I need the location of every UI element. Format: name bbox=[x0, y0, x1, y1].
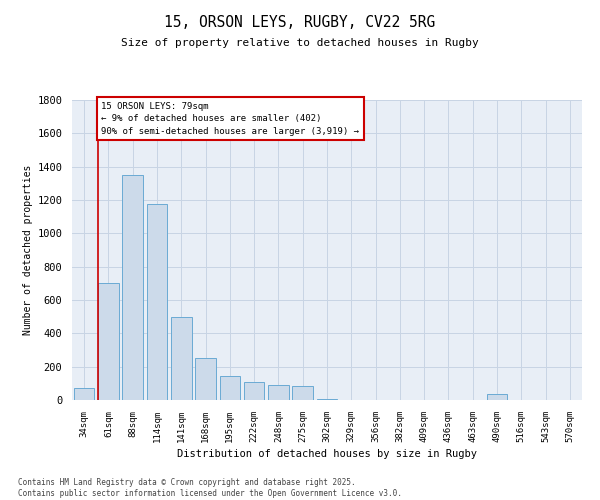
Text: 15 ORSON LEYS: 79sqm
← 9% of detached houses are smaller (402)
90% of semi-detac: 15 ORSON LEYS: 79sqm ← 9% of detached ho… bbox=[101, 102, 359, 136]
Bar bbox=[171, 316, 191, 400]
Bar bbox=[244, 382, 265, 400]
Bar bbox=[317, 399, 337, 400]
Bar bbox=[292, 386, 313, 400]
Text: 15, ORSON LEYS, RUGBY, CV22 5RG: 15, ORSON LEYS, RUGBY, CV22 5RG bbox=[164, 15, 436, 30]
Y-axis label: Number of detached properties: Number of detached properties bbox=[23, 165, 33, 335]
Bar bbox=[195, 358, 216, 400]
X-axis label: Distribution of detached houses by size in Rugby: Distribution of detached houses by size … bbox=[177, 449, 477, 459]
Bar bbox=[98, 284, 119, 400]
Bar bbox=[487, 394, 508, 400]
Bar bbox=[74, 388, 94, 400]
Bar bbox=[268, 385, 289, 400]
Bar bbox=[146, 204, 167, 400]
Bar bbox=[122, 175, 143, 400]
Bar bbox=[220, 376, 240, 400]
Text: Contains HM Land Registry data © Crown copyright and database right 2025.
Contai: Contains HM Land Registry data © Crown c… bbox=[18, 478, 402, 498]
Text: Size of property relative to detached houses in Rugby: Size of property relative to detached ho… bbox=[121, 38, 479, 48]
